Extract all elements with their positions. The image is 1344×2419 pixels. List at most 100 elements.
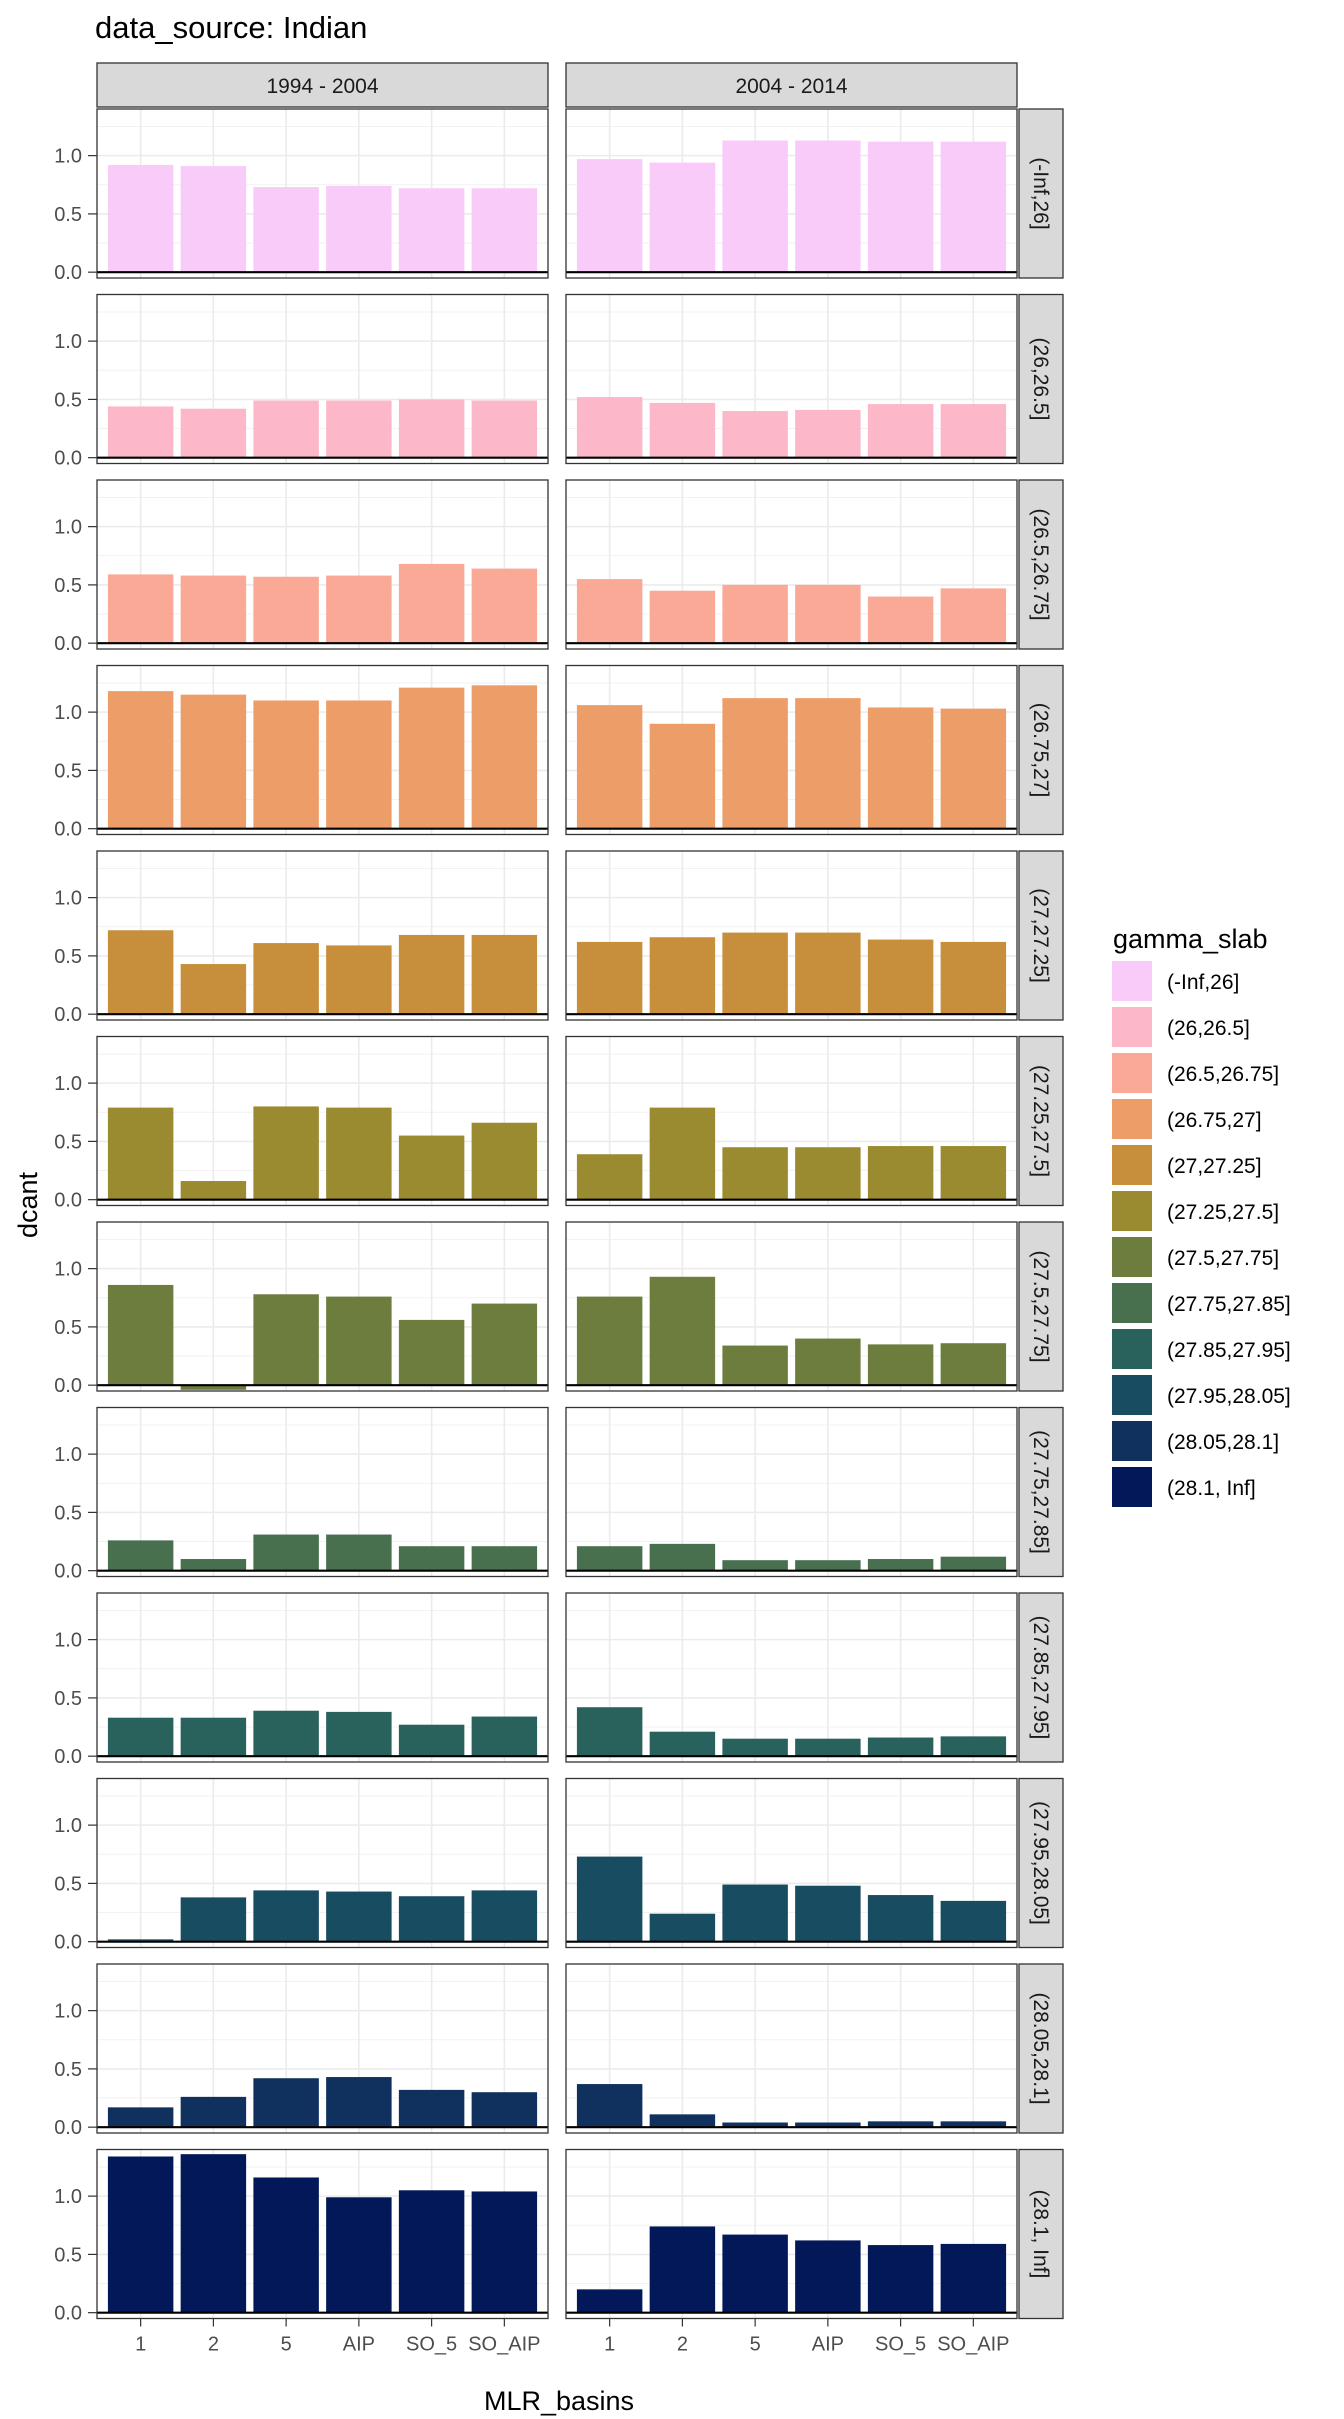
bar [649, 2226, 716, 2313]
bar [180, 1385, 247, 1390]
bar [867, 1895, 934, 1942]
panel-border [565, 1035, 1018, 1207]
legend-label: (27.75,27.85] [1167, 1293, 1291, 1316]
bar [795, 932, 861, 1015]
bar [795, 1738, 861, 1757]
y-tick-label: 0.0 [54, 448, 82, 470]
bar [253, 1106, 319, 1200]
x-tick-label: SO_5 [406, 2334, 457, 2356]
row-strip [1018, 108, 1064, 279]
bar [576, 579, 643, 644]
bar [326, 945, 392, 1015]
x-tick-label: 2 [208, 2334, 219, 2356]
bar [576, 2084, 643, 2128]
column-strip-label: 1994 - 2004 [266, 75, 378, 98]
y-tick-label: 0.5 [54, 946, 82, 968]
row-strip-label: (28.1, Inf] [1029, 2190, 1052, 2279]
bar [722, 698, 788, 829]
y-tick-label: 0.0 [54, 2117, 82, 2139]
row-strip [1018, 664, 1064, 836]
bar [576, 1546, 643, 1571]
bar [940, 941, 1007, 1015]
legend-label: (28.1, Inf] [1167, 1477, 1256, 1500]
bar [107, 164, 174, 273]
panel-border [565, 1963, 1018, 2134]
x-tick-label: 2 [677, 2334, 688, 2356]
bar [940, 588, 1007, 644]
legend-key [1112, 1099, 1152, 1139]
bar [795, 698, 861, 829]
bar [471, 685, 538, 829]
bar [253, 2177, 319, 2313]
row-strip-label: (26,26.5] [1029, 338, 1052, 421]
panel-border [96, 1035, 549, 1207]
bar [867, 2245, 934, 2313]
bar [867, 1146, 934, 1200]
x-tick-label: 1 [604, 2334, 615, 2356]
bar [180, 964, 247, 1015]
panel-border [565, 1592, 1018, 1763]
row-strip [1018, 1963, 1064, 2134]
bar [471, 568, 538, 644]
panel-border [96, 1221, 549, 1392]
bar [180, 575, 247, 644]
x-tick-label: SO_5 [875, 2334, 926, 2356]
x-tick-label: SO_AIP [937, 2334, 1009, 2356]
bar [107, 2156, 174, 2313]
bar [795, 2240, 861, 2313]
bar [722, 2234, 788, 2313]
bar [326, 700, 392, 829]
bar [471, 2191, 538, 2313]
bar [180, 2154, 247, 2313]
bar [940, 1343, 1007, 1386]
bar [326, 1107, 392, 1200]
legend-title: gamma_slab [1113, 924, 1268, 954]
legend-label: (27,27.25] [1167, 1155, 1262, 1178]
legend-label: (27.5,27.75] [1167, 1247, 1279, 1270]
row-strip [1018, 1406, 1064, 1578]
facet-panels: 1994 - 2004 2004 - 2014 (-Inf,26] 0.0 0.5 1.0… [54, 62, 1064, 2356]
y-tick-label: 0.5 [54, 2059, 82, 2081]
bar [326, 575, 392, 644]
y-tick-label: 0.5 [54, 204, 82, 226]
bar [398, 1546, 465, 1571]
row-strip [1018, 479, 1064, 650]
bar [107, 691, 174, 829]
panel-border [96, 1777, 549, 1949]
row-strip-label: (27.95,28.05] [1029, 1801, 1052, 1925]
legend-key [1112, 1283, 1152, 1323]
bar [180, 1717, 247, 1757]
row-strip-label: (27.5,27.75] [1029, 1250, 1052, 1362]
column-strip-label: 2004 - 2014 [735, 75, 847, 98]
panel-border [96, 2148, 549, 2320]
y-tick-label: 0.0 [54, 1004, 82, 1026]
bar [107, 406, 174, 458]
bar [253, 2078, 319, 2128]
y-tick-label: 0.5 [54, 1688, 82, 1710]
bar [722, 1560, 788, 1571]
bar [471, 1122, 538, 1200]
bar [398, 2190, 465, 2313]
legend-key [1112, 1237, 1152, 1277]
bar [795, 584, 861, 644]
bar [398, 1319, 465, 1386]
y-tick-label: 0.0 [54, 1746, 82, 1768]
bar [940, 404, 1007, 458]
y-tick-label: 1.0 [54, 2001, 82, 2023]
bar [649, 937, 716, 1015]
bar [867, 1344, 934, 1386]
y-tick-label: 0.5 [54, 760, 82, 782]
bar [940, 1556, 1007, 1571]
legend-key [1112, 1191, 1152, 1231]
chart-title: data_source: Indian [95, 10, 367, 45]
bar [576, 941, 643, 1015]
bar [398, 1896, 465, 1942]
panel-border [96, 108, 549, 279]
bar [576, 1856, 643, 1942]
bar [867, 1559, 934, 1571]
row-strip [1018, 1221, 1064, 1392]
bar [867, 2121, 934, 2128]
x-tick-label: AIP [812, 2334, 844, 2356]
panel-border [565, 293, 1018, 465]
